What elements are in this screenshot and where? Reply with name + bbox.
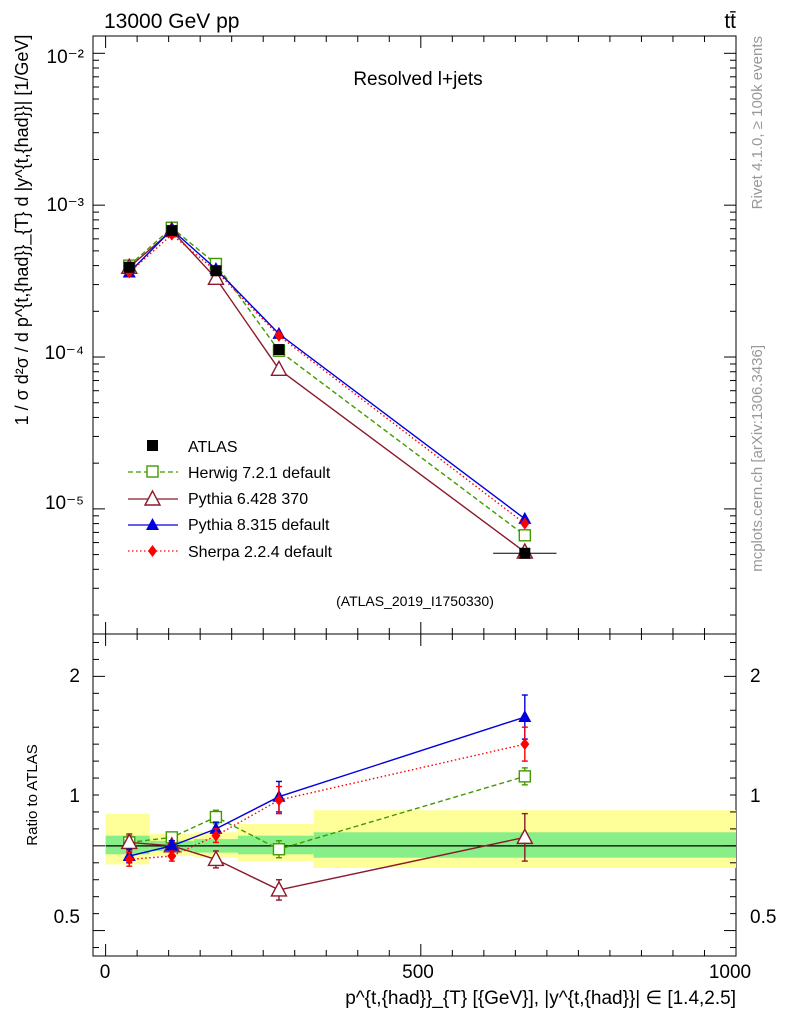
main-y-axis-label: 1 / σ d²σ / d p^{t,{had}}_{T} d |y^{t,{h… bbox=[12, 35, 33, 426]
main-point-atlas-0 bbox=[273, 344, 285, 356]
ratio-point-herwig-0 bbox=[518, 770, 532, 783]
main-ytick-label-1e-4: 10⁻⁴ bbox=[45, 343, 84, 364]
ratio-line-sherpa-3 bbox=[129, 743, 525, 861]
ratio-ytick-label-2: 2 bbox=[69, 666, 80, 687]
legend: ATLAS Herwig 7.2.1 default Pythia 6.428 … bbox=[128, 439, 333, 561]
main-y-ticks bbox=[93, 36, 737, 634]
xtick-label-500: 500 bbox=[402, 962, 434, 983]
main-point-atlas-0 bbox=[123, 261, 135, 273]
ratio-point-sherpa-3 bbox=[167, 850, 177, 863]
ratio-point-pythia-1 bbox=[207, 849, 225, 867]
legend-marker-herwig bbox=[146, 465, 159, 478]
xtick-label-0: 0 bbox=[100, 962, 111, 983]
ratio-point-pythia-2 bbox=[518, 710, 532, 723]
mcplots-label: mcplots.cern.ch [arXiv:1306.3436] bbox=[749, 345, 766, 572]
main-point-sherpa-4 bbox=[520, 517, 530, 530]
ratio-point-sherpa-3 bbox=[520, 738, 530, 751]
x-axis-label: p^{t,{had}}_{T} [{GeV}], |y^{t,{had}}| ∈… bbox=[345, 988, 736, 1009]
ratio-point-sherpa-3 bbox=[211, 829, 221, 842]
main-ytick-label-1e-5: 10⁻⁵ bbox=[45, 493, 84, 514]
ratio-point-pythia-1 bbox=[120, 832, 138, 850]
ratio-ticks bbox=[93, 634, 737, 956]
main-point-pythia-2 bbox=[270, 359, 288, 377]
main-point-sherpa-4 bbox=[274, 329, 284, 342]
legend-label-pythia6: Pythia 6.428 370 bbox=[188, 491, 308, 508]
legend-label-atlas: ATLAS bbox=[188, 439, 238, 456]
ratio-ytick-label-0.5: 0.5 bbox=[54, 907, 80, 928]
ratio-ytick-label-right-0.5: 0.5 bbox=[750, 907, 776, 928]
analysis-watermark: (ATLAS_2019_I1750330) bbox=[336, 593, 494, 609]
main-point-atlas-0 bbox=[166, 225, 178, 237]
legend-label-sherpa: Sherpa 2.2.4 default bbox=[188, 544, 333, 561]
legend-marker-pythia8 bbox=[146, 518, 159, 530]
ratio-ytick-label-1: 1 bbox=[69, 786, 80, 807]
legend-marker-sherpa bbox=[148, 545, 157, 557]
ratio-point-pythia-1 bbox=[516, 827, 534, 845]
main-point-herwig-1 bbox=[518, 529, 532, 542]
ratio-point-herwig-0 bbox=[209, 810, 223, 824]
ratio-point-sherpa-3 bbox=[274, 794, 284, 807]
legend-marker-atlas bbox=[147, 440, 158, 451]
main-ytick-label-1e-3: 10⁻³ bbox=[47, 195, 85, 216]
ratio-plot-frame bbox=[92, 633, 737, 957]
rivet-version-label: Rivet 4.1.0, ≥ 100k events bbox=[749, 36, 766, 209]
process-label: tt̄ bbox=[724, 10, 736, 33]
main-point-atlas-0 bbox=[210, 265, 222, 277]
main-series-group bbox=[120, 221, 557, 559]
energy-label: 13000 GeV pp bbox=[104, 10, 239, 33]
main-ytick-label-1e-2: 10⁻² bbox=[47, 47, 85, 68]
ratio-y-axis-label: Ratio to ATLAS bbox=[24, 744, 41, 845]
ratio-point-pythia-1 bbox=[270, 880, 288, 897]
ratio-point-pythia-2 bbox=[209, 821, 223, 834]
main-point-atlas-0 bbox=[519, 547, 531, 559]
legend-label-herwig: Herwig 7.2.1 default bbox=[188, 465, 331, 482]
ratio-ytick-label-right-1: 1 bbox=[750, 786, 761, 807]
ratio-point-sherpa-3 bbox=[124, 853, 134, 866]
ratio-point-pythia-2 bbox=[165, 838, 179, 851]
main-plot-title: Resolved l+jets bbox=[353, 69, 482, 90]
ratio-point-herwig-0 bbox=[272, 843, 286, 856]
main-point-pythia-2 bbox=[207, 268, 225, 285]
main-line-herwig-1 bbox=[128, 226, 526, 536]
legend-label-pythia8: Pythia 8.315 default bbox=[188, 517, 330, 534]
ratio-ytick-label-right-2: 2 bbox=[750, 666, 761, 687]
xtick-label-1000: 1000 bbox=[709, 962, 751, 983]
ratio-series-group bbox=[120, 694, 534, 901]
legend-marker-pythia6 bbox=[143, 489, 162, 506]
